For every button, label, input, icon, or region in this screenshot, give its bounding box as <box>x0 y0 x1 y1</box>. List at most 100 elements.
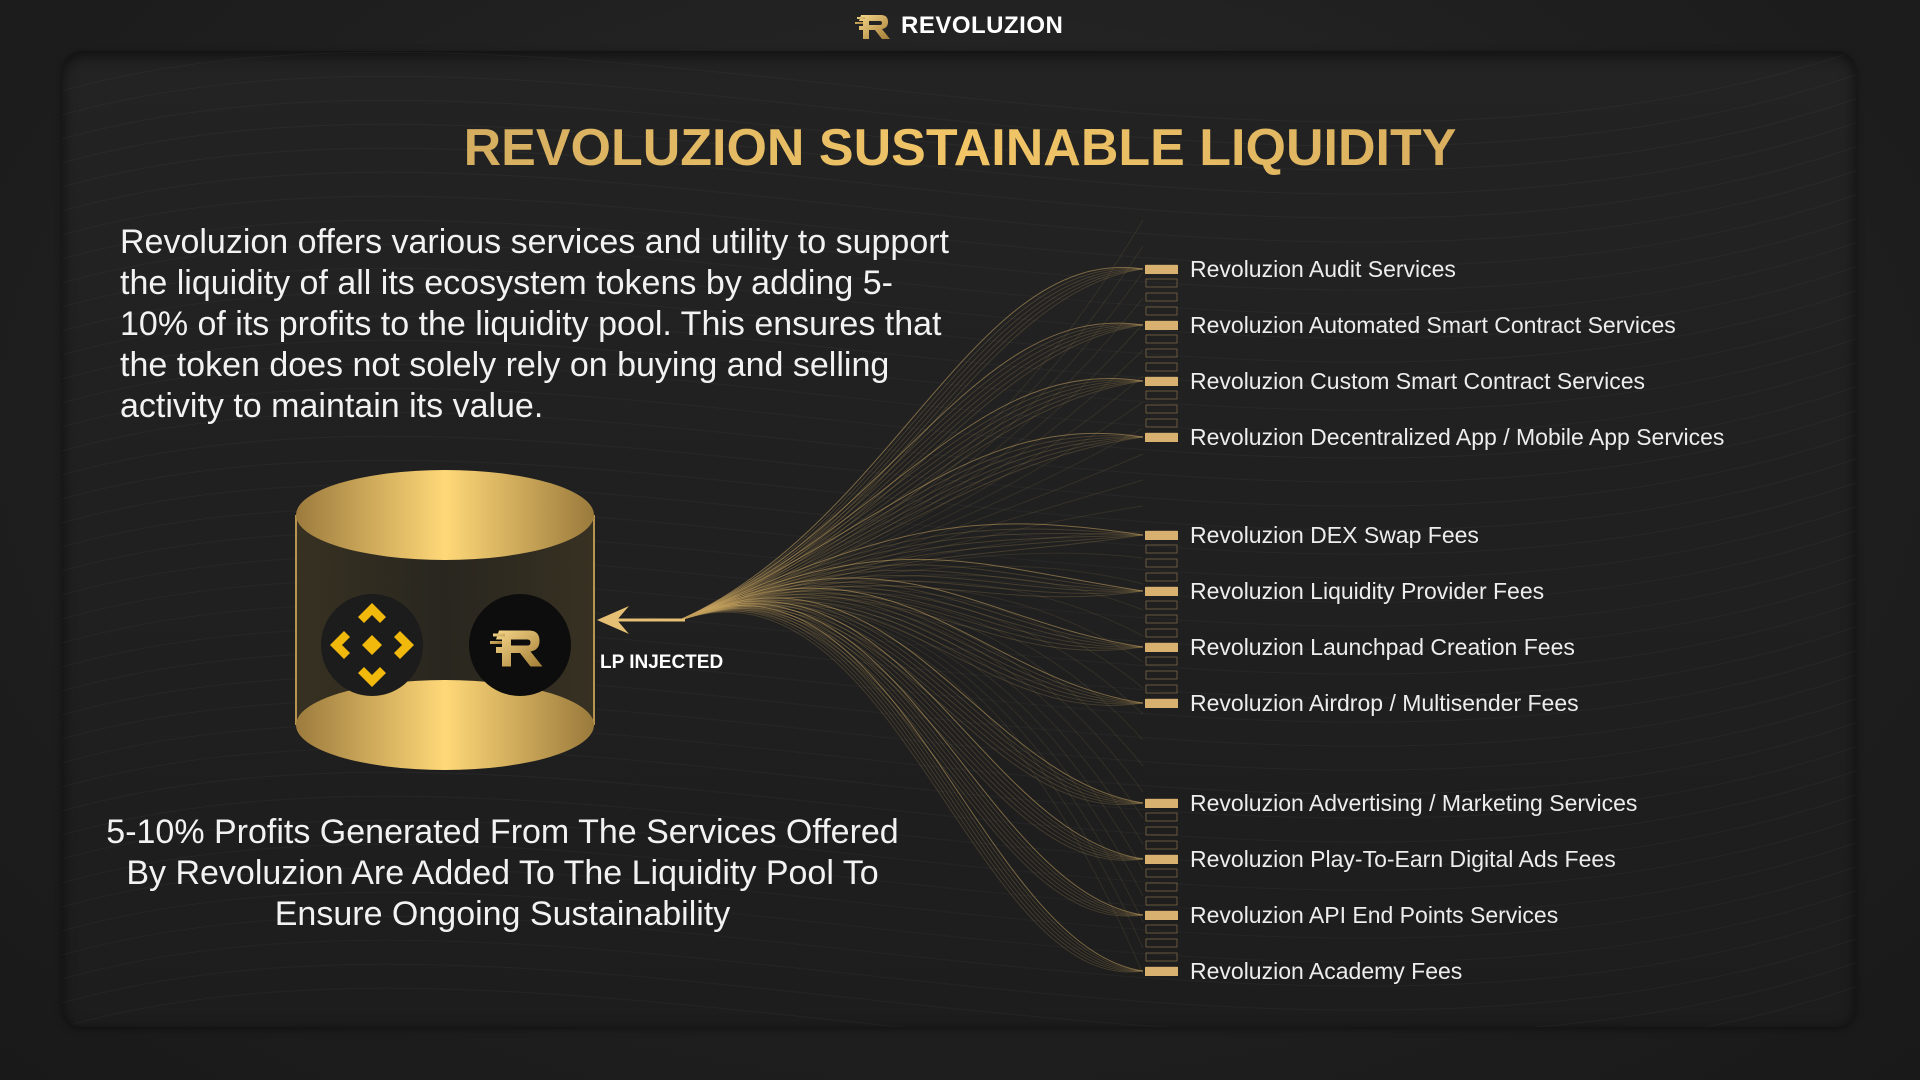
tick-mark <box>1145 362 1178 372</box>
service-item: Revoluzion Launchpad Creation Fees <box>1145 632 1575 662</box>
connector-ray <box>679 605 1144 949</box>
connector-ray <box>679 565 1144 621</box>
connector-line <box>679 607 1144 972</box>
service-label: Revoluzion API End Points Services <box>1190 901 1559 928</box>
connector-line <box>679 558 1144 621</box>
connector-ray <box>679 219 1144 621</box>
service-label: Revoluzion Play-To-Earn Digital Ads Fees <box>1190 845 1616 872</box>
connector-ray <box>679 594 1144 741</box>
connector-line <box>679 580 1144 621</box>
service-label: Revoluzion Academy Fees <box>1190 957 1463 984</box>
service-marker <box>1145 642 1178 652</box>
service-label: Revoluzion Custom Smart Contract Service… <box>1190 367 1646 394</box>
pool-bottom <box>296 680 594 770</box>
connector-line <box>679 569 1144 621</box>
connector-ray <box>679 580 1144 637</box>
connector-line <box>679 596 1144 704</box>
service-label: Revoluzion DEX Swap Fees <box>1190 521 1479 548</box>
connector-ray <box>679 605 1144 975</box>
connector-line <box>679 324 1144 621</box>
tick-mark <box>1145 292 1178 302</box>
connector-line <box>679 603 1144 916</box>
connector-ray <box>679 297 1144 621</box>
tick-mark <box>1145 404 1178 414</box>
connector-line <box>679 597 1144 804</box>
service-item: Revoluzion Academy Fees <box>1145 956 1462 986</box>
connector-line <box>679 602 1144 706</box>
connector-ray <box>679 592 1144 715</box>
service-marker <box>1145 798 1178 808</box>
service-marker <box>1145 854 1178 864</box>
connector-line <box>679 324 1144 621</box>
tick-mark <box>1145 614 1178 624</box>
connector-line <box>679 609 1144 916</box>
connector-line <box>679 432 1144 621</box>
tick-mark <box>1145 572 1178 582</box>
revoluzion-logo-icon <box>855 15 890 39</box>
tick-mark <box>1145 684 1178 694</box>
service-marker <box>1145 376 1178 386</box>
service-label: Revoluzion Airdrop / Multisender Fees <box>1190 689 1579 716</box>
tick-mark <box>1145 840 1178 850</box>
connector-ray <box>679 271 1144 621</box>
connector-line <box>679 523 1144 621</box>
tick-mark <box>1145 306 1178 316</box>
service-marker <box>1145 910 1178 920</box>
tick-mark <box>1145 882 1178 892</box>
connector-line <box>679 607 1144 916</box>
connector-ray <box>679 531 1144 621</box>
tick-mark <box>1145 924 1178 934</box>
connector-line <box>679 591 1144 704</box>
connector-line <box>679 585 1144 648</box>
connector-ray <box>679 574 1144 621</box>
connector-ray <box>679 453 1144 621</box>
service-marker <box>1145 530 1178 540</box>
top-bar: REVOLUZION <box>0 0 1920 50</box>
connector-line <box>679 266 1144 621</box>
connector-line <box>679 564 1144 621</box>
connector-line <box>679 267 1144 621</box>
service-item: Revoluzion Automated Smart Contract Serv… <box>1145 310 1676 340</box>
liquidity-pool <box>295 470 595 770</box>
service-item: Revoluzion Play-To-Earn Digital Ads Fees <box>1145 844 1616 874</box>
connector-line <box>679 604 1144 916</box>
service-marker <box>1145 698 1178 708</box>
connector-ray <box>679 603 1144 897</box>
service-marker <box>1145 432 1178 442</box>
service-item: Revoluzion API End Points Services <box>1145 900 1558 930</box>
connector-line <box>679 610 1144 972</box>
connector-ray <box>679 601 1144 845</box>
connector-ray <box>679 401 1144 621</box>
connector-line <box>679 599 1144 804</box>
service-label: Revoluzion Automated Smart Contract Serv… <box>1190 311 1676 338</box>
connector-line <box>679 611 1144 973</box>
brand[interactable]: REVOLUZION <box>855 6 1063 46</box>
service-item: Revoluzion Airdrop / Multisender Fees <box>1145 688 1579 718</box>
tick-mark <box>1145 278 1178 288</box>
connector-line <box>679 604 1144 972</box>
connector-ray <box>679 596 1144 767</box>
service-marker <box>1145 264 1178 274</box>
connector-ray <box>679 245 1144 621</box>
service-label: Revoluzion Liquidity Provider Fees <box>1190 577 1545 604</box>
service-label: Revoluzion Launchpad Creation Fees <box>1190 633 1575 660</box>
service-item: Revoluzion DEX Swap Fees <box>1145 520 1479 550</box>
connector-line <box>679 577 1144 648</box>
connector-ray <box>679 602 1144 871</box>
connector-ray <box>679 349 1144 621</box>
connector-line <box>679 534 1144 621</box>
connector-line <box>679 380 1144 621</box>
service-item: Revoluzion Audit Services <box>1145 254 1456 284</box>
connector-line <box>679 435 1144 621</box>
service-item: Revoluzion Custom Smart Contract Service… <box>1145 366 1645 396</box>
connector-line <box>679 606 1144 916</box>
tick-mark <box>1145 938 1178 948</box>
tick-mark <box>1145 826 1178 836</box>
lp-injected-arrow <box>597 606 685 634</box>
tick-mark <box>1145 952 1178 962</box>
connector-line <box>679 268 1144 621</box>
connector-line <box>679 606 1144 972</box>
connector-line <box>679 436 1144 621</box>
intro-paragraph: Revoluzion offers various services and u… <box>120 223 949 425</box>
tick-mark <box>1145 544 1178 554</box>
